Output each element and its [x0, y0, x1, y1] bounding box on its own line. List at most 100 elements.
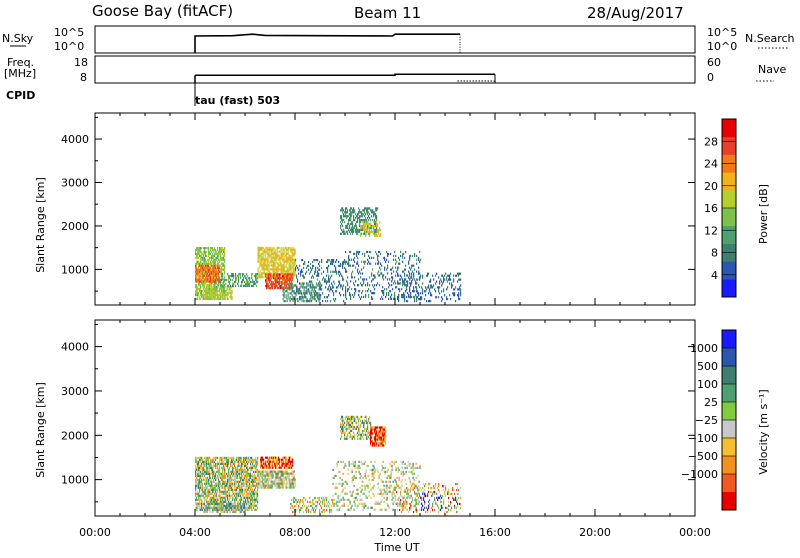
- range-cell: [204, 267, 205, 269]
- range-cell: [216, 495, 217, 497]
- range-cell: [227, 497, 228, 499]
- range-cell: [329, 284, 330, 286]
- range-cell: [355, 217, 356, 219]
- range-cell: [313, 290, 314, 292]
- range-cell: [317, 296, 318, 298]
- range-cell: [408, 271, 409, 273]
- range-cell: [217, 491, 218, 493]
- range-cell: [351, 272, 352, 274]
- range-cell: [315, 294, 316, 296]
- range-cell: [204, 284, 205, 286]
- range-cell: [225, 497, 226, 499]
- range-cell: [224, 255, 225, 257]
- range-cell: [233, 491, 234, 493]
- range-cell: [319, 281, 320, 283]
- range-cell: [414, 300, 415, 302]
- range-cell: [283, 282, 284, 284]
- range-cell: [225, 477, 226, 479]
- range-cell: [292, 275, 293, 277]
- range-cell: [368, 211, 369, 213]
- range-cell: [360, 272, 361, 274]
- range-cell: [376, 284, 377, 286]
- range-cell: [213, 467, 214, 469]
- range-cell: [247, 275, 248, 277]
- range-cell: [310, 284, 311, 286]
- range-cell: [279, 283, 280, 285]
- range-cell: [209, 483, 210, 485]
- range-cell: [319, 300, 320, 302]
- range-cell: [243, 473, 244, 475]
- range-cell: [433, 279, 434, 281]
- range-cell: [273, 249, 274, 251]
- range-cell: [341, 215, 342, 217]
- range-cell: [250, 501, 251, 503]
- range-cell: [228, 279, 229, 281]
- range-cell: [341, 275, 342, 277]
- range-cell: [296, 294, 297, 296]
- range-cell: [371, 280, 372, 282]
- range-cell: [229, 493, 230, 495]
- range-cell: [345, 263, 346, 265]
- range-cell: [303, 284, 304, 286]
- range-cell: [318, 273, 319, 275]
- range-cell: [216, 479, 217, 481]
- range-cell: [342, 286, 343, 288]
- range-cell: [458, 296, 459, 298]
- range-cell: [226, 290, 227, 292]
- range-cell: [347, 225, 348, 227]
- range-cell: [388, 261, 389, 263]
- range-cell: [200, 288, 201, 290]
- range-cell: [211, 251, 212, 253]
- range-cell: [302, 296, 303, 298]
- range-cell: [345, 290, 346, 292]
- range-cell: [247, 467, 248, 469]
- range-cell: [418, 257, 419, 259]
- range-cell: [246, 483, 247, 485]
- range-cell: [377, 282, 378, 284]
- range-cell: [342, 288, 343, 290]
- range-cell: [294, 497, 295, 499]
- range-cell: [306, 509, 307, 511]
- range-cell: [458, 294, 459, 296]
- range-cell: [215, 263, 216, 265]
- range-cell: [385, 276, 386, 278]
- range-cell: [223, 263, 224, 265]
- range-cell: [428, 292, 429, 294]
- range-cell: [442, 298, 443, 300]
- range-cell: [290, 296, 291, 298]
- range-cell: [358, 207, 359, 209]
- range-cell: [215, 509, 216, 511]
- range-cell: [449, 277, 450, 279]
- range-cell: [220, 483, 221, 485]
- panel-bg: [95, 320, 695, 516]
- range-cell: [304, 277, 305, 279]
- range-cell: [336, 290, 337, 292]
- range-cell: [205, 491, 206, 493]
- range-cell: [236, 277, 237, 279]
- range-cell: [325, 279, 326, 281]
- range-cell: [358, 284, 359, 286]
- range-cell: [253, 507, 254, 509]
- range-cell: [226, 509, 227, 511]
- range-cell: [269, 253, 270, 255]
- range-cell: [419, 251, 420, 253]
- range-cell: [430, 292, 431, 294]
- range-cell: [346, 207, 347, 209]
- range-cell: [377, 259, 378, 261]
- range-cell: [363, 282, 364, 284]
- range-cell: [252, 509, 253, 511]
- range-cell: [217, 249, 218, 251]
- range-cell: [299, 265, 300, 267]
- range-cell: [233, 277, 234, 279]
- range-cell: [370, 219, 371, 221]
- y-tick-label: 2000: [61, 220, 89, 233]
- range-cell: [222, 247, 223, 249]
- range-cell: [303, 292, 304, 294]
- range-cell: [441, 284, 442, 286]
- range-cell: [210, 249, 211, 251]
- range-cell: [250, 473, 251, 475]
- range-cell: [411, 277, 412, 279]
- range-cell: [225, 471, 226, 473]
- range-cell: [378, 261, 379, 263]
- range-cell: [269, 459, 270, 461]
